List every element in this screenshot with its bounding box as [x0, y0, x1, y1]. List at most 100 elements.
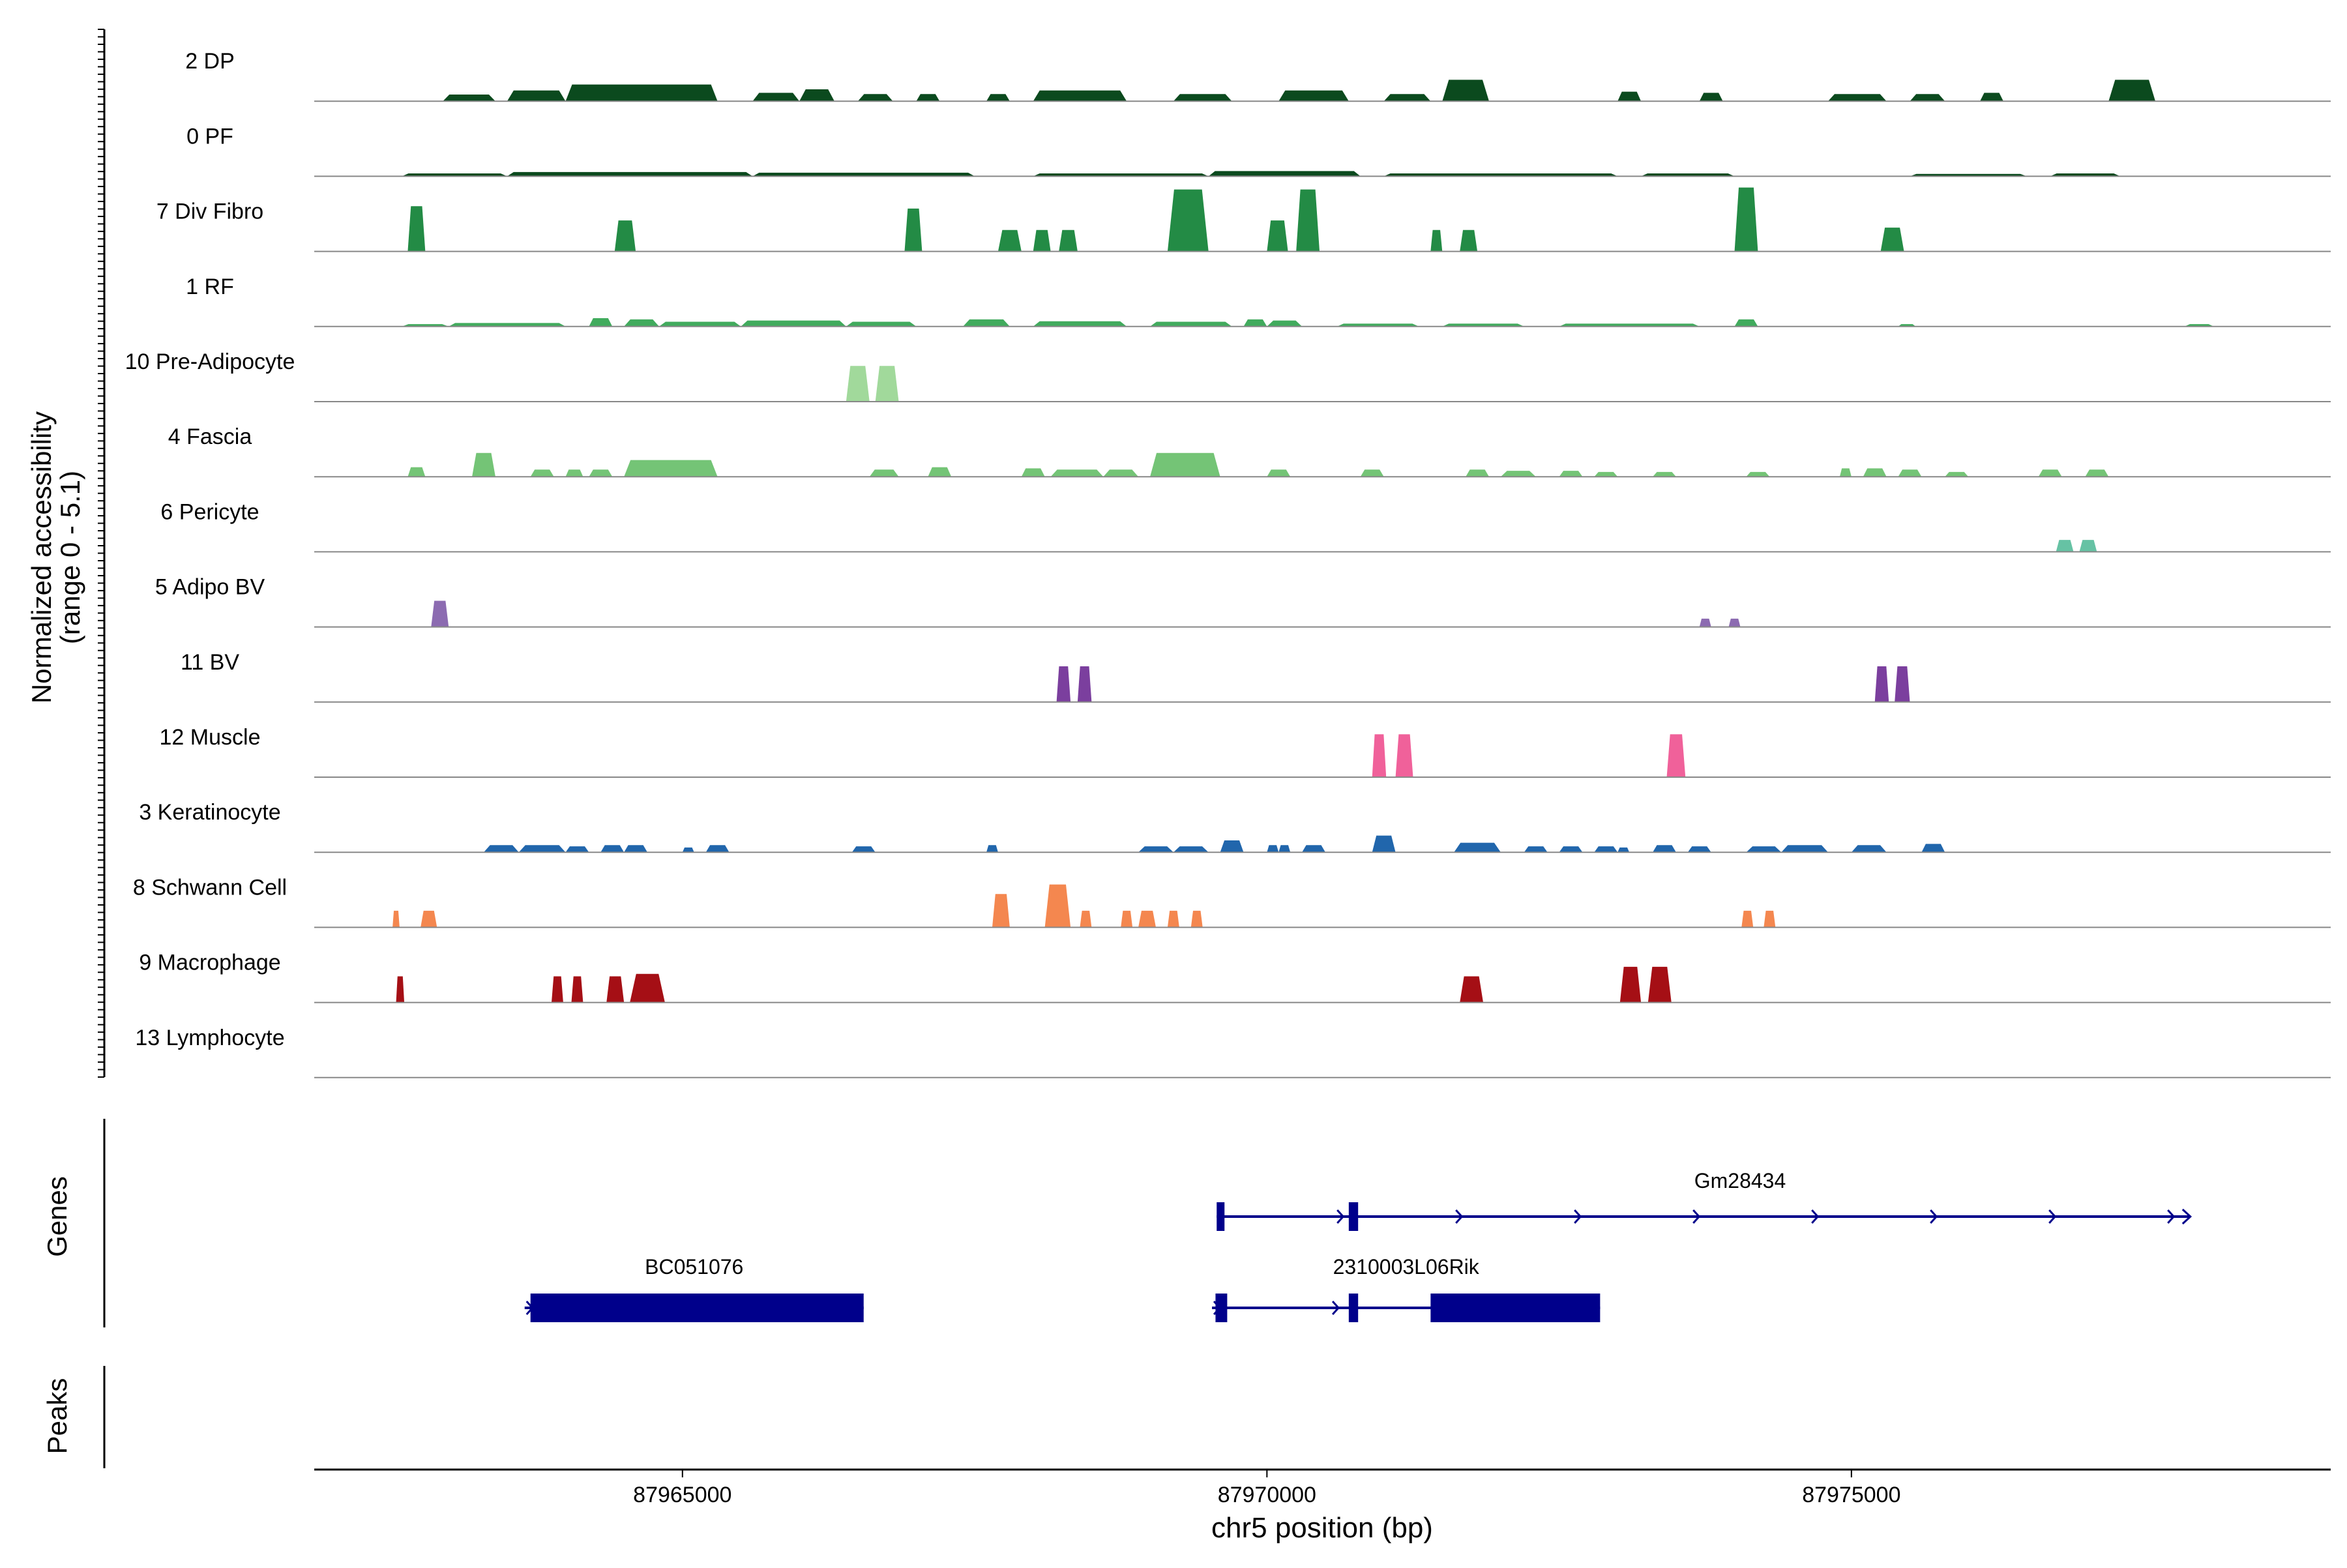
accessibility-peak	[2108, 80, 2156, 102]
accessibility-peak	[1267, 845, 1279, 853]
track-label: 9 Macrophage	[139, 951, 280, 975]
track-4: 1 RF	[186, 274, 2331, 327]
accessibility-peak	[1781, 845, 1828, 853]
accessibility-peak	[916, 94, 940, 102]
accessibility-peak	[1395, 734, 1413, 777]
accessibility-peak	[1460, 229, 1478, 252]
strand-arrow	[1811, 1209, 1820, 1224]
strand-arrow	[1574, 1209, 1582, 1224]
genes-track-label: Genes	[42, 1176, 72, 1257]
accessibility-peak	[402, 173, 507, 177]
accessibility-peak	[624, 845, 648, 853]
accessibility-peak	[1524, 846, 1548, 853]
track-2: 0 PF	[186, 124, 2331, 177]
x-tick-label: 87975000	[1802, 1483, 1900, 1507]
accessibility-peak	[1138, 910, 1156, 928]
accessibility-peak	[1851, 845, 1887, 853]
accessibility-peak	[1336, 323, 1419, 327]
accessibility-peak	[1617, 847, 1630, 853]
accessibility-peak	[1764, 910, 1776, 928]
accessibility-peak	[1980, 93, 2003, 102]
accessibility-peak	[1430, 229, 1443, 252]
left-axis-lines	[98, 29, 106, 1468]
accessibility-peak	[682, 847, 694, 853]
accessibility-peak	[1874, 666, 1889, 702]
x-tick-label: 87965000	[633, 1483, 731, 1507]
accessibility-peak	[992, 894, 1010, 928]
accessibility-peak	[1360, 469, 1384, 477]
peaks-track-label: Peaks	[42, 1378, 72, 1455]
accessibility-peak	[1302, 845, 1325, 853]
accessibility-peak	[1050, 469, 1104, 477]
track-label: 10 Pre-Adipocyte	[125, 349, 295, 374]
track-label: 13 Lymphocyte	[135, 1026, 284, 1050]
track-14: 13 Lymphocyte	[135, 1026, 2331, 1078]
accessibility-peak	[1647, 966, 1672, 1003]
accessibility-peak	[483, 845, 519, 853]
accessibility-peak	[565, 469, 583, 477]
track-8: 5 Adipo BV	[155, 575, 2331, 628]
accessibility-peak	[565, 84, 718, 102]
accessibility-peak	[875, 366, 899, 402]
accessibility-peak	[1103, 469, 1139, 477]
strand-arrow	[1331, 1300, 1340, 1316]
genes-track-title: Genes	[42, 1176, 72, 1257]
strand-arrow	[1930, 1209, 1938, 1224]
accessibility-peak	[846, 321, 917, 327]
accessibility-peak	[986, 845, 998, 853]
accessibility-peak	[421, 910, 437, 928]
accessibility-peak	[1033, 321, 1127, 327]
accessibility-peak	[551, 976, 563, 1003]
gene-gm28434: Gm28434	[1217, 1169, 2192, 1231]
coverage-tracks: 2 DP 0 PF 7 Div Fibro 1 RF 10 Pre-Adipocyte 4…	[125, 49, 2331, 1078]
accessibility-peak	[1150, 321, 1232, 327]
accessibility-peak	[1059, 229, 1078, 252]
accessibility-peak	[1190, 910, 1203, 928]
accessibility-peak	[1910, 94, 1945, 102]
accessibility-peak	[1267, 220, 1288, 252]
x-tick-label: 87970000	[1218, 1483, 1316, 1507]
y-axis-title-line2: (range 0 - 5.1)	[55, 471, 85, 644]
track-10: 12 Muscle	[160, 725, 2331, 778]
accessibility-peak	[624, 319, 659, 327]
x-axis-title: chr5 position (bp)	[1211, 1512, 1433, 1544]
accessibility-peak	[1208, 171, 1361, 177]
gene-name-label: BC051076	[645, 1255, 743, 1279]
strand-arrow	[2167, 1209, 2176, 1224]
strand-arrow	[2048, 1209, 2057, 1224]
accessibility-peak	[1617, 91, 1642, 102]
accessibility-peak	[1080, 910, 1092, 928]
accessibility-peak	[1746, 846, 1782, 853]
accessibility-peak	[2085, 469, 2109, 477]
accessibility-peak	[1699, 618, 1711, 627]
accessibility-peak	[1383, 94, 1431, 102]
gene-exon	[530, 1294, 864, 1322]
accessibility-peak	[624, 460, 718, 477]
accessibility-peak	[1863, 468, 1887, 477]
accessibility-peak	[1167, 189, 1209, 252]
accessibility-peak	[1666, 734, 1686, 777]
accessibility-peak	[1559, 846, 1583, 853]
accessibility-peak	[600, 845, 625, 853]
accessibility-peak	[606, 976, 625, 1003]
track-label: 7 Div Fibro	[156, 200, 263, 224]
gene-exon	[1348, 1202, 1359, 1231]
gene-bc051076: BC051076	[524, 1255, 864, 1322]
track-label: 8 Schwann Cell	[133, 875, 287, 900]
accessibility-peak	[614, 220, 636, 252]
x-axis: 87965000 87970000 87975000	[314, 1468, 2331, 1507]
strand-arrow	[2181, 1208, 2192, 1225]
accessibility-peak	[1746, 471, 1770, 477]
peaks-track-title: Peaks	[42, 1378, 72, 1455]
accessibility-peak	[1173, 846, 1209, 853]
accessibility-peak	[1460, 976, 1484, 1003]
accessibility-peak	[392, 910, 400, 928]
accessibility-peak	[799, 89, 834, 102]
accessibility-peak	[1898, 469, 1922, 477]
accessibility-peak	[705, 845, 730, 853]
gene-exon	[1217, 1202, 1225, 1231]
accessibility-peak	[1296, 189, 1320, 252]
accessibility-peak	[752, 172, 975, 177]
accessibility-peak	[1243, 319, 1267, 327]
